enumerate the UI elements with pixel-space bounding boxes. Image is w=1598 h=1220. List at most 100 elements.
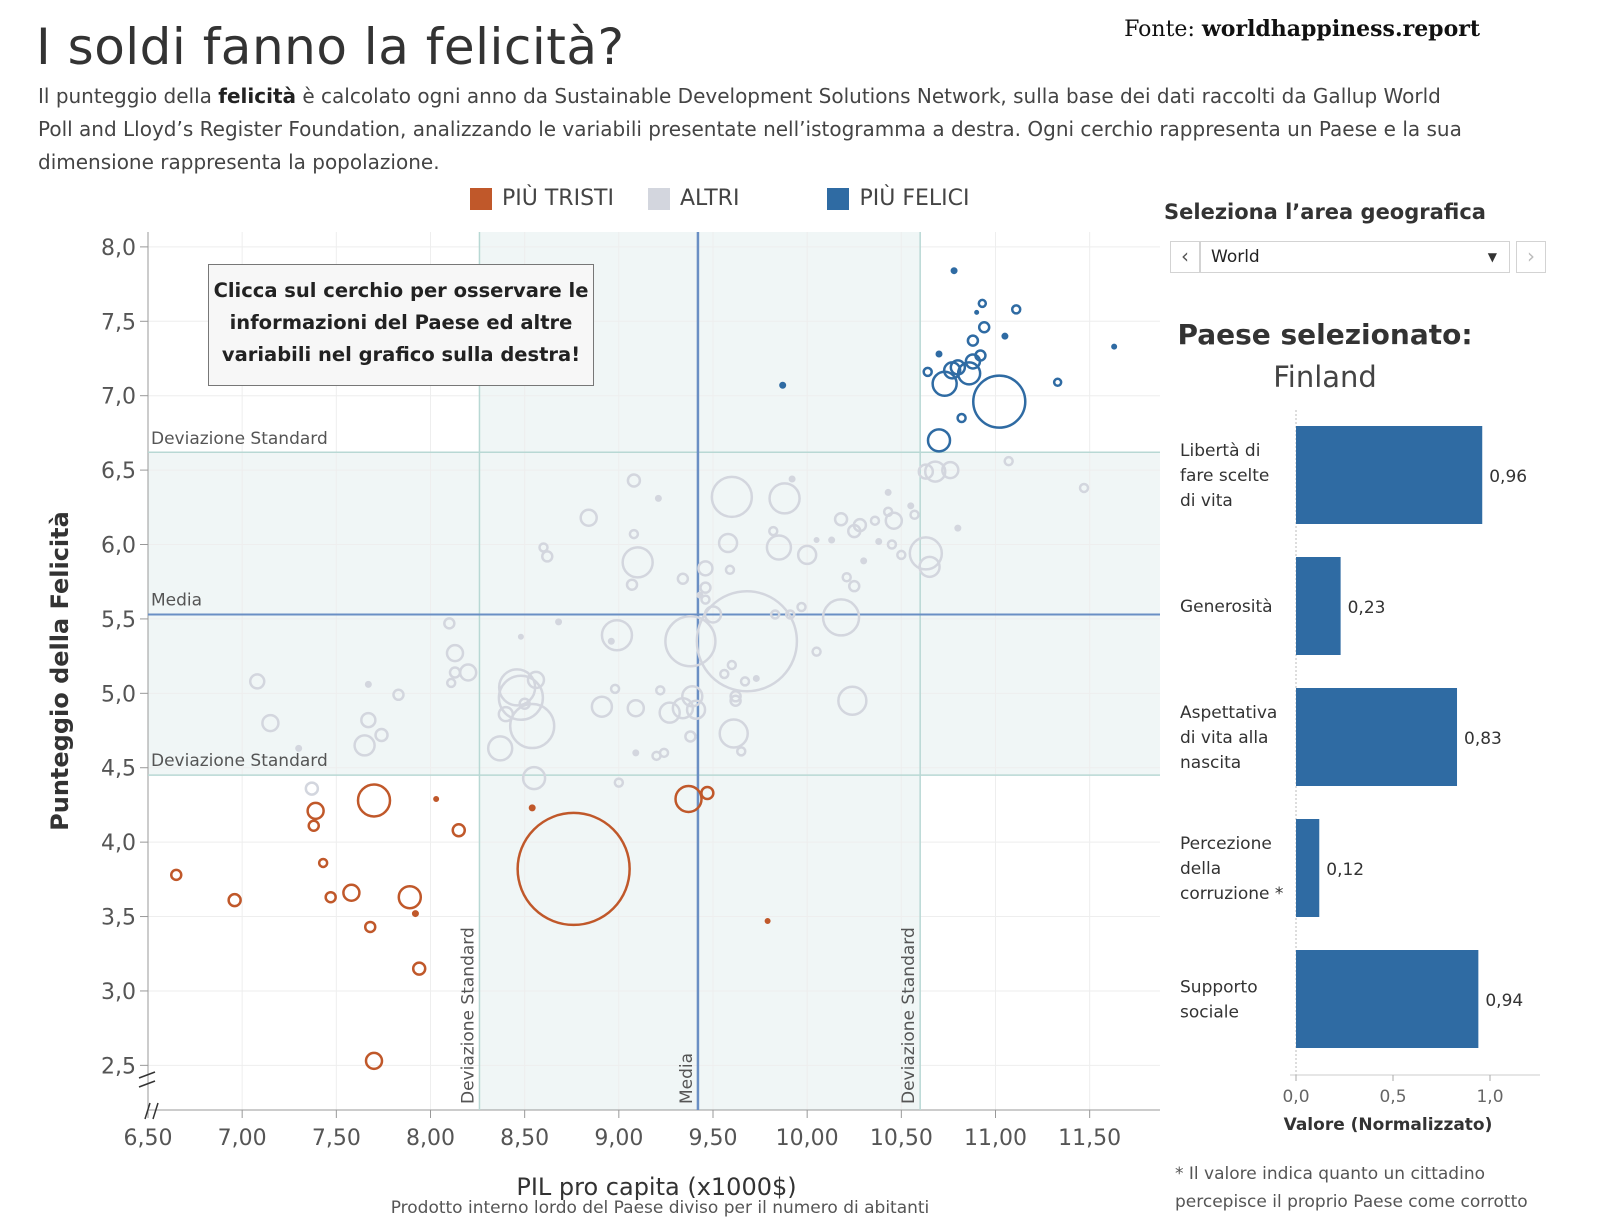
y-tick-label: 4,0 xyxy=(101,831,136,856)
bar xyxy=(1296,950,1479,1048)
legend-item-sad[interactable]: PIÙ TRISTI xyxy=(470,186,614,211)
selected-country-name: Finland xyxy=(1273,360,1377,394)
legend-item-others[interactable]: ALTRI xyxy=(647,186,739,211)
bar-value-label: 0,96 xyxy=(1489,467,1527,487)
country-point-sad xyxy=(170,868,183,882)
x-tick-label: 7,00 xyxy=(218,1126,267,1151)
y-tick-label: 5,0 xyxy=(101,682,136,707)
country-point-other xyxy=(918,555,941,579)
x-tick-label: 10,50 xyxy=(870,1126,933,1151)
country-point-other xyxy=(632,749,640,757)
country-point-other xyxy=(590,695,614,718)
country-point-other xyxy=(813,537,820,544)
country-point-other xyxy=(811,646,822,657)
country-point-other xyxy=(681,685,704,708)
country-point-other xyxy=(486,735,514,762)
country-point-other xyxy=(833,511,849,527)
x-tick-label: 6,50 xyxy=(124,1126,173,1151)
country-point-other xyxy=(769,609,781,620)
bar-value-label: 0,83 xyxy=(1464,729,1502,749)
country-point-other xyxy=(869,515,881,526)
country-point-sad xyxy=(363,920,377,934)
country-point-other xyxy=(445,643,465,663)
country-point-happy xyxy=(931,370,958,398)
scatter-chart: 2,5 3,0 3,5 4,0 4,5 5,0 5,5 6,0 6,5 7,0 7,5 8,0 6,50… xyxy=(46,232,1160,1201)
country-point-other xyxy=(579,508,598,527)
country-point-other xyxy=(752,674,760,682)
country-point-other xyxy=(909,509,920,520)
geo-area-label: Seleziona l’area geografica xyxy=(1164,200,1486,224)
legend: PIÙ TRISTI ALTRI PIÙ FELICI xyxy=(470,186,1003,211)
bar xyxy=(1296,688,1458,786)
mean-label-y: Media xyxy=(151,590,202,610)
country-point-other xyxy=(392,688,405,702)
legend-label-sad: PIÙ TRISTI xyxy=(502,186,614,211)
country-point-happy xyxy=(1111,343,1118,350)
country-point-happy xyxy=(966,334,980,347)
chevron-left-icon: ‹ xyxy=(1181,244,1189,268)
country-point-other xyxy=(658,701,681,724)
x-axis-title: PIL pro capita (x1000$) xyxy=(516,1173,796,1201)
country-point-sad xyxy=(764,918,771,925)
country-point-sad xyxy=(397,884,423,910)
country-point-other xyxy=(261,713,280,733)
source-link[interactable]: worldhappiness.report xyxy=(1201,16,1480,42)
bar-x-tick-label: 0,5 xyxy=(1379,1087,1406,1107)
legend-item-happy[interactable]: PIÙ FELICI xyxy=(827,186,969,211)
country-point-sad xyxy=(324,890,337,904)
country-point-other xyxy=(724,564,736,576)
x-tick-label: 9,50 xyxy=(689,1126,738,1151)
y-axis-title: Punteggio della Felicità xyxy=(46,511,74,831)
country-point-other xyxy=(718,718,749,749)
country-point-other xyxy=(517,633,524,640)
legend-swatch-happy xyxy=(827,187,850,210)
country-point-happy xyxy=(1001,332,1009,340)
bar-category-label: Supporto sociale xyxy=(1180,978,1258,1023)
bar xyxy=(1296,819,1320,917)
axis-break-mark xyxy=(152,1102,159,1120)
chevron-right-icon: › xyxy=(1527,244,1535,268)
next-area-button[interactable]: › xyxy=(1516,241,1546,273)
country-point-sad xyxy=(433,795,440,802)
country-point-other xyxy=(907,502,915,510)
y-tick-label: 7,5 xyxy=(101,310,136,335)
country-point-other xyxy=(508,702,556,750)
country-point-other xyxy=(626,473,642,488)
country-point-other xyxy=(1078,482,1090,494)
country-point-happy xyxy=(1052,377,1063,388)
selected-country-title: Paese selezionato: xyxy=(1177,318,1473,351)
country-point-other xyxy=(729,694,742,708)
bar xyxy=(1296,557,1341,655)
country-point-other xyxy=(847,523,862,539)
country-point-sad xyxy=(528,804,536,812)
country-point-other xyxy=(626,698,646,718)
mean-label-x: Media xyxy=(677,1053,697,1104)
source-prefix: Fonte: xyxy=(1124,17,1195,42)
country-point-other xyxy=(541,550,554,563)
legend-label-happy: PIÙ FELICI xyxy=(859,186,970,211)
country-point-other xyxy=(699,581,712,594)
country-point-other xyxy=(837,685,868,717)
geo-area-select[interactable]: World ▼ xyxy=(1200,241,1510,273)
x-tick-label: 10,00 xyxy=(776,1126,839,1151)
country-point-happy xyxy=(974,309,980,315)
country-point-other xyxy=(621,546,654,579)
country-point-sad xyxy=(411,910,419,918)
country-point-other xyxy=(497,674,545,722)
country-point-sad xyxy=(356,783,392,818)
country-point-other xyxy=(896,549,907,561)
bar-value-label: 0,94 xyxy=(1485,991,1523,1011)
country-point-other xyxy=(739,676,751,687)
axis-break-mark xyxy=(138,1071,156,1079)
y-tick-label: 6,5 xyxy=(101,459,136,484)
sd-label-y-high: Deviazione Standard xyxy=(151,429,328,449)
country-point-other xyxy=(360,711,377,729)
country-point-other xyxy=(796,544,818,566)
country-point-other xyxy=(860,557,868,565)
country-point-other xyxy=(374,727,389,743)
y-tick-label: 8,0 xyxy=(101,236,136,261)
country-point-other xyxy=(697,560,714,577)
prev-area-button[interactable]: ‹ xyxy=(1170,241,1200,273)
country-point-other xyxy=(875,538,883,546)
sd-label-x-high: Deviazione Standard xyxy=(899,927,919,1104)
